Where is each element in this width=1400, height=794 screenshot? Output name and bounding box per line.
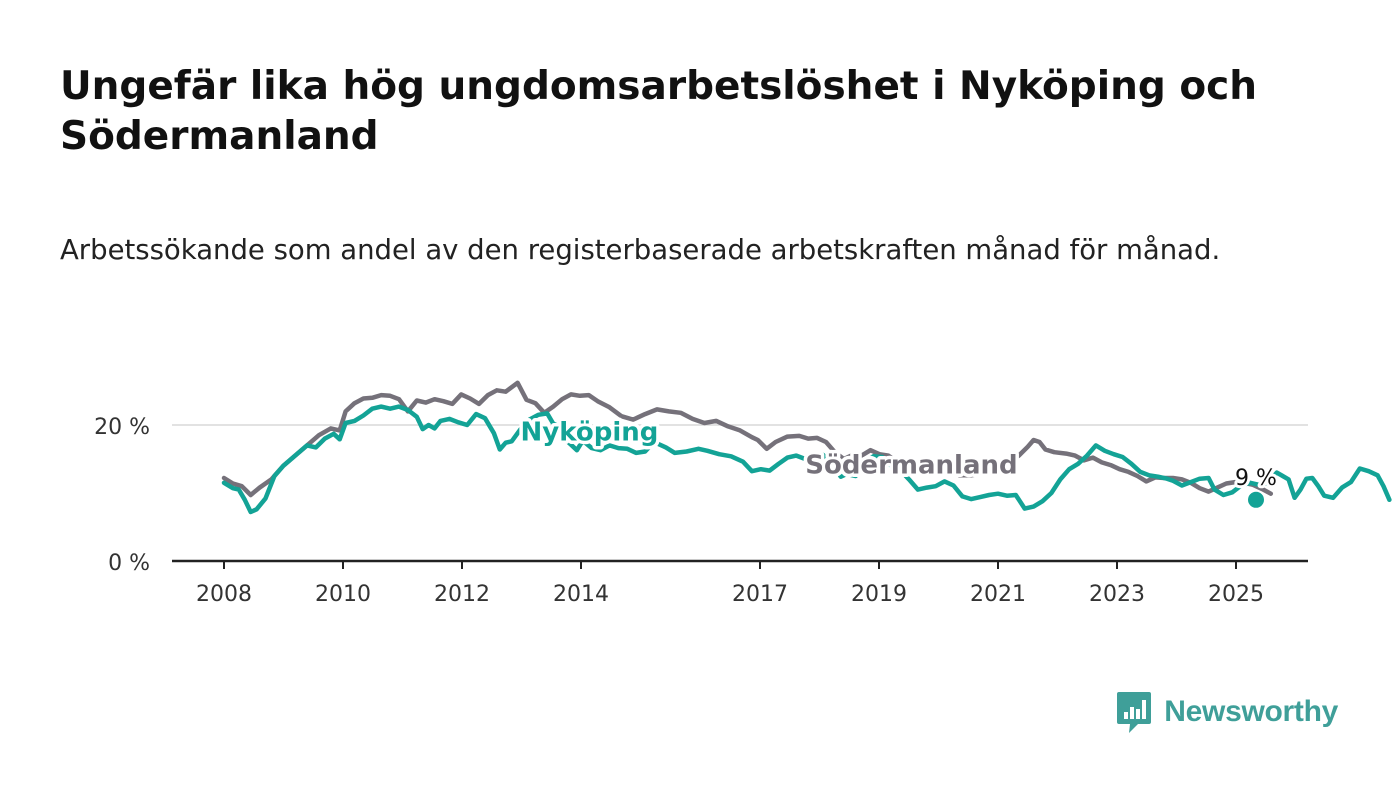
series-label-halo: Nyköping: [521, 418, 659, 448]
series-label-halo: Södermanland: [805, 450, 1017, 480]
x-tick-label: 2014: [553, 582, 609, 607]
x-tick-label: 2025: [1208, 582, 1264, 607]
x-tick-label: 2021: [970, 582, 1026, 607]
end-point-marker: [1248, 491, 1264, 508]
line-chart: SödermanlandSödermanlandNyköpingNyköping…: [94, 380, 1392, 607]
brand-name: Newsworthy: [1164, 695, 1338, 728]
series-label: Södermanland: [805, 450, 1017, 480]
newsworthy-logo: Newsworthy: [1116, 690, 1338, 734]
x-tick-label: 2010: [315, 582, 371, 607]
x-tick-label: 2008: [196, 582, 252, 607]
series-line-s-dermanland: [221, 380, 1274, 498]
x-tick-label: 2012: [434, 582, 490, 607]
newsworthy-icon: [1117, 692, 1152, 733]
end-value-label: 9 %: [1235, 466, 1277, 491]
chart-title: Ungefär lika hög ungdomsarbetslöshet i N…: [60, 64, 1258, 159]
x-tick-label: 2017: [732, 582, 788, 607]
y-tick-label: 0 %: [108, 551, 150, 576]
x-tick-label: 2019: [851, 582, 907, 607]
x-tick-label: 2023: [1089, 582, 1145, 607]
series-label: Nyköping: [521, 418, 659, 448]
end-value-label-halo: 9 %: [1235, 466, 1277, 491]
y-tick-label: 20 %: [94, 415, 150, 440]
chart-subtitle: Arbetssökande som andel av den registerb…: [60, 234, 1221, 266]
series-line-nyk-ping: [221, 404, 1392, 515]
